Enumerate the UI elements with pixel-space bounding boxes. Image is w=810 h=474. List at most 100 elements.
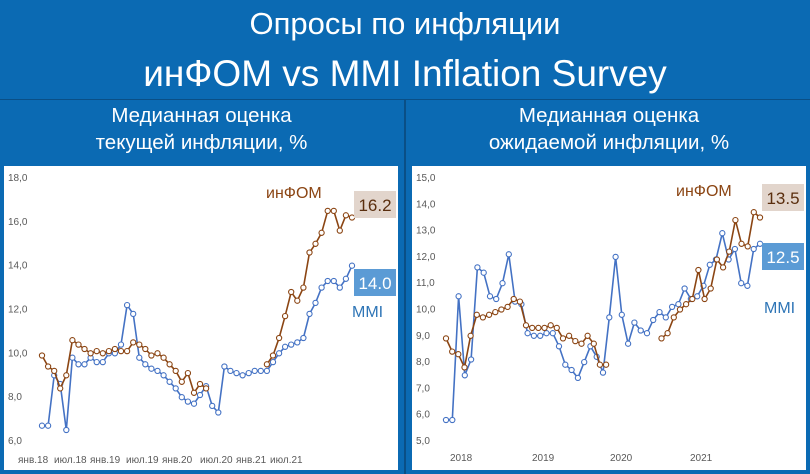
infom-data-point	[442, 335, 450, 342]
x-tick-label: 2019	[532, 453, 555, 464]
infom-data-point	[81, 345, 88, 353]
mmi-data-point	[499, 280, 506, 287]
mmi-data-point	[281, 343, 289, 350]
mmi-data-point	[93, 358, 100, 366]
infom-data-point	[535, 324, 542, 332]
mmi-data-point	[136, 354, 143, 361]
infom-data-point	[670, 314, 677, 321]
infom-data-point	[461, 364, 468, 371]
mmi-data-point	[668, 303, 676, 311]
infom-data-point	[553, 324, 560, 332]
mmi-data-point	[505, 251, 512, 258]
mmi-data-point	[330, 277, 337, 285]
mmi-data-point	[449, 416, 456, 424]
x-tick-label: янв.21	[236, 455, 267, 466]
y-tick-label: 14,0	[416, 199, 436, 210]
y-tick-label: 13,0	[416, 226, 436, 237]
mmi-data-point	[574, 374, 582, 382]
mmi-data-point	[209, 402, 216, 410]
mmi-data-point	[543, 330, 550, 337]
expected-inflation-chart: 5,0 6,0 7,0 8,0 9,0 10,0 11,0 12,0 13,0 14,0 15,0 2…	[412, 166, 806, 470]
infom-data-point	[342, 212, 350, 219]
mmi-data-point	[631, 319, 638, 326]
x-tick-label: 2020	[610, 453, 633, 464]
infom-data-point	[202, 385, 210, 392]
infom-data-point	[565, 332, 573, 339]
infom-data-point	[455, 351, 462, 358]
mmi-data-point	[599, 369, 607, 376]
mmi-data-point	[581, 358, 588, 366]
mmi-end-value: 12.5	[766, 248, 799, 267]
mmi-data-point	[251, 367, 258, 375]
x-tick-label: янв.18	[18, 455, 49, 466]
mmi-data-point	[178, 394, 185, 401]
infom-data-point	[288, 288, 295, 296]
x-tick-label: янв.20	[162, 455, 193, 466]
infom-data-point	[123, 347, 131, 355]
infom-data-point	[172, 367, 179, 375]
mmi-data-point	[306, 310, 313, 318]
mmi-data-point	[190, 400, 198, 407]
mmi-data-point	[442, 416, 450, 424]
infom-data-point	[93, 347, 100, 355]
right-panel-heading: Медианная оценка ожидаемой инфляции, %	[408, 102, 810, 166]
y-tick-label: 14,0	[8, 261, 28, 272]
mmi-data-point	[324, 277, 331, 285]
mmi-data-point	[300, 334, 307, 342]
mmi-data-point	[537, 332, 544, 339]
infom-data-point	[63, 372, 70, 379]
y-tick-label: 12,0	[416, 252, 436, 263]
mmi-data-point	[612, 253, 619, 261]
infom-data-point	[485, 311, 493, 318]
infom-data-point	[541, 324, 548, 332]
mmi-data-point	[637, 327, 644, 334]
mmi-data-point	[530, 332, 538, 339]
infom-data-point	[160, 354, 167, 361]
mmi-data-point	[142, 361, 149, 368]
infom-data-point	[744, 243, 751, 250]
header-divider	[0, 99, 810, 100]
mmi-data-point	[555, 343, 563, 350]
mmi-data-point	[618, 311, 625, 318]
infom-data-point	[105, 347, 113, 355]
infom-data-point	[318, 229, 325, 236]
mmi-data-point	[624, 340, 632, 347]
infom-series-label: инФОМ	[676, 183, 732, 200]
current-inflation-chart: 6,0 8,0 10,0 12,0 14,0 16,0 18,0 янв.18 июл.18 ян…	[4, 166, 398, 470]
y-tick-label: 6,0	[8, 436, 22, 447]
infom-data-point	[664, 330, 671, 337]
mmi-data-point	[750, 245, 757, 253]
mmi-data-point	[731, 245, 739, 253]
y-tick-label: 7,0	[416, 383, 430, 394]
infom-data-point	[312, 240, 319, 247]
mmi-data-point	[288, 341, 295, 348]
infom-data-point	[148, 352, 155, 359]
mmi-data-point	[474, 264, 481, 271]
infom-data-point	[473, 311, 480, 318]
infom-data-point	[178, 378, 185, 385]
infom-data-point	[596, 361, 604, 368]
mmi-data-point	[239, 372, 246, 379]
infom-data-point	[57, 385, 64, 392]
infom-data-point	[590, 340, 597, 347]
mmi-data-point	[233, 369, 240, 377]
x-tick-label: июл.21	[270, 455, 303, 466]
infom-data-point	[750, 209, 757, 216]
infom-data-point	[117, 347, 125, 355]
mmi-value-badge	[762, 243, 804, 270]
expected-inflation-chart-svg: 5,0 6,0 7,0 8,0 9,0 10,0 11,0 12,0 13,0 14,0 15,0 2…	[416, 173, 804, 464]
infom-data-point	[602, 361, 610, 368]
mmi-data-point	[227, 367, 234, 375]
left-panel-heading-line2: текущей инфляции, %	[95, 131, 308, 154]
mmi-data-point	[493, 295, 500, 303]
mmi-data-point	[245, 369, 252, 377]
mmi-data-point	[662, 314, 669, 321]
mmi-data-point	[63, 426, 70, 434]
x-tick-label: 2018	[450, 453, 473, 464]
infom-data-point	[87, 350, 94, 357]
mmi-data-point	[117, 341, 125, 348]
mmi-data-point	[706, 261, 713, 268]
mmi-data-point	[148, 365, 155, 372]
infom-data-point	[504, 303, 511, 311]
